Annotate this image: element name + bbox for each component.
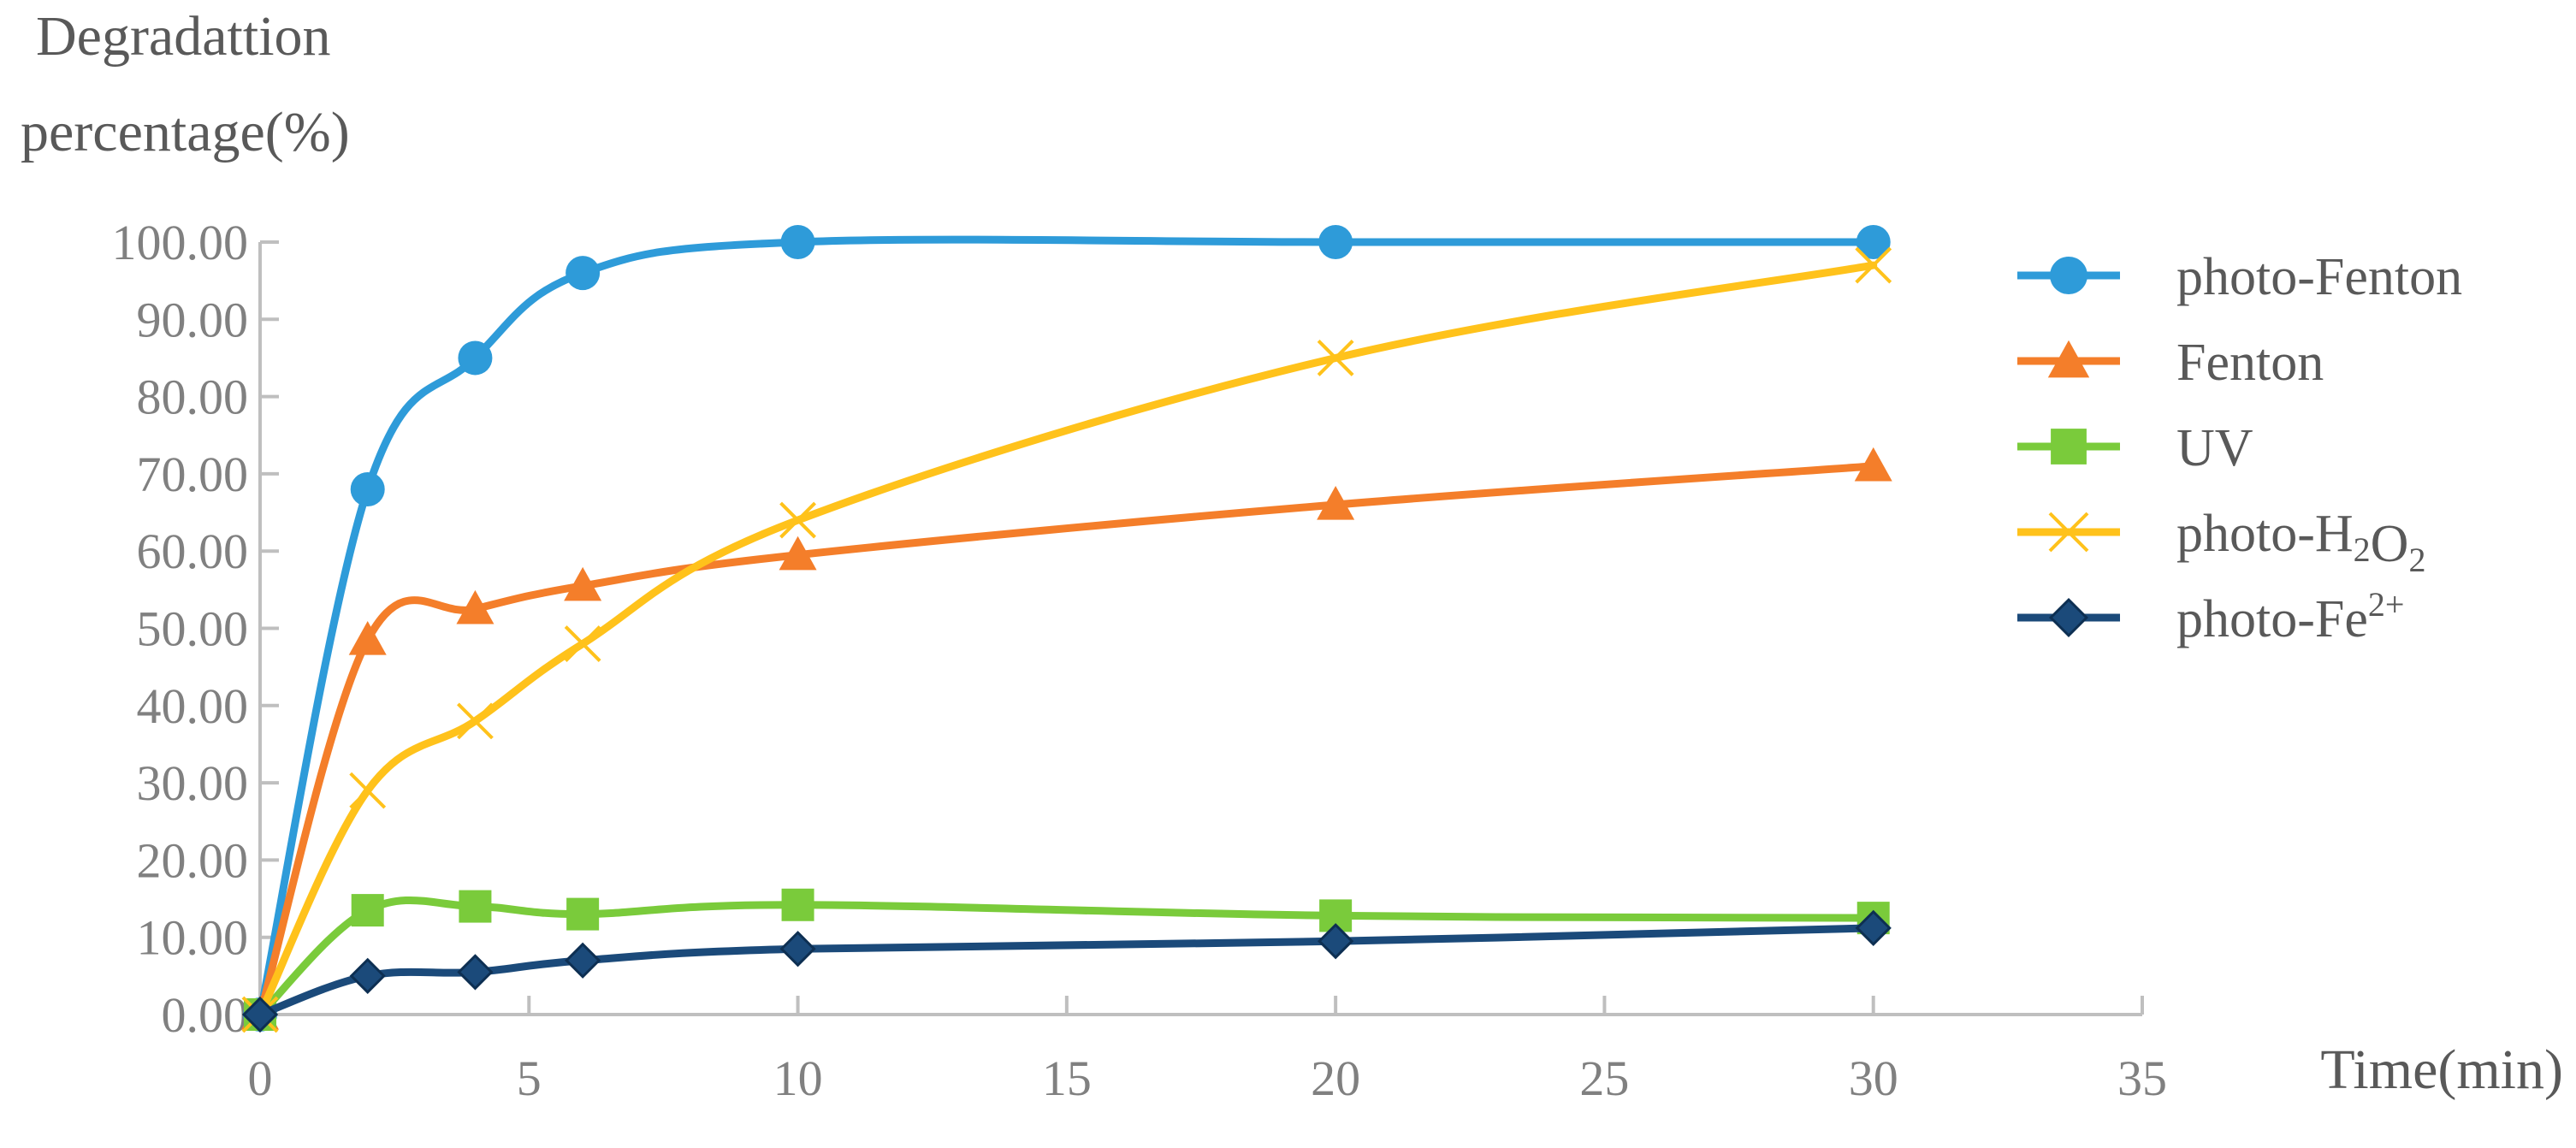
data-point [564,625,601,662]
data-point [780,225,815,259]
legend-swatch-marker [2051,429,2087,465]
legend-swatch-marker [2050,257,2087,294]
data-point [349,957,386,994]
legend-swatch-marker [2048,512,2089,553]
x-tick-label: 5 [517,1050,542,1106]
series-line [256,896,1878,1019]
data-point [459,890,492,923]
data-point [564,566,602,601]
series-photo-fe2 [241,909,1892,1033]
y-tick-label: 60.00 [137,524,249,579]
y-tick-label: 70.00 [137,447,249,502]
series-photo-fenton [243,225,1891,1032]
x-tick-label: 15 [1042,1050,1092,1106]
data-point [1318,923,1354,960]
legend-label: photo-Fenton [2176,248,2462,306]
data-point [458,340,493,376]
legend-label: photo-Fe2+ [2176,585,2404,648]
data-point [348,621,387,655]
data-point [1318,225,1353,259]
x-tick-label: 30 [1849,1050,1898,1106]
y-axis-title: percentage(%) [21,101,350,163]
series-line [256,261,1878,1019]
data-point [1856,225,1891,259]
legend-label: Fenton [2176,334,2324,392]
data-point [1317,340,1354,376]
axis-titles: Degradattion percentage(%) Time(min) [21,5,2563,1101]
axes: 0.00 10.00 20.00 30.00 40.00 50.00 60.00 70.00 8… [112,215,2168,1106]
legend-swatch-marker [2047,340,2090,378]
y-tick-label: 0.00 [162,987,249,1043]
data-point [566,897,600,931]
y-tick-label: 50.00 [137,601,249,657]
y-tick-label: 20.00 [137,832,249,888]
series-layer [241,225,1892,1033]
data-point [1855,909,1892,946]
x-tick-label: 35 [2117,1050,2167,1106]
data-point [781,888,814,921]
data-point [565,942,601,979]
legend-label: UV [2176,419,2253,477]
data-point [566,256,601,291]
legend-label: photo-H2O2 [2176,505,2425,579]
data-point [779,536,817,571]
data-point [349,772,387,809]
data-point [457,954,494,991]
y-tick-label: 30.00 [137,755,249,811]
data-point [241,996,279,1033]
x-axis-title: Time(min) [2320,1039,2563,1101]
data-point [779,931,816,968]
data-point [1855,246,1892,284]
legend-swatch-marker [2048,597,2089,638]
legend-item-fenton: Fenton [2017,334,2324,392]
y-tick-label: 100.00 [112,215,249,270]
y-tick-label: 10.00 [137,910,249,966]
x-tick-label: 25 [1579,1050,1629,1106]
data-point [1317,486,1355,520]
x-tick-label: 0 [248,1050,273,1106]
data-point [457,702,494,740]
legend-item-photo-fenton: photo-Fenton [2017,248,2462,306]
y-tick-label: 40.00 [137,678,249,734]
legend-item-photo-fe2: photo-Fe2+ [2017,585,2404,648]
data-point [350,471,385,506]
legend-item-uv: UV [2017,419,2253,477]
x-tick-label: 10 [773,1050,823,1106]
series-line [256,924,1878,1019]
series-line [256,235,1878,1019]
y-tick-label: 90.00 [137,292,249,347]
series-line [256,462,1878,1019]
x-tick-label: 20 [1311,1050,1360,1106]
data-point [1854,447,1892,482]
legend-item-photo-h2o2: photo-H2O2 [2017,505,2425,579]
y-tick-label: 80.00 [137,370,249,425]
data-point [779,501,816,539]
data-point [456,589,494,624]
data-point [351,894,384,927]
y-axis-title: Degradattion [36,5,331,68]
